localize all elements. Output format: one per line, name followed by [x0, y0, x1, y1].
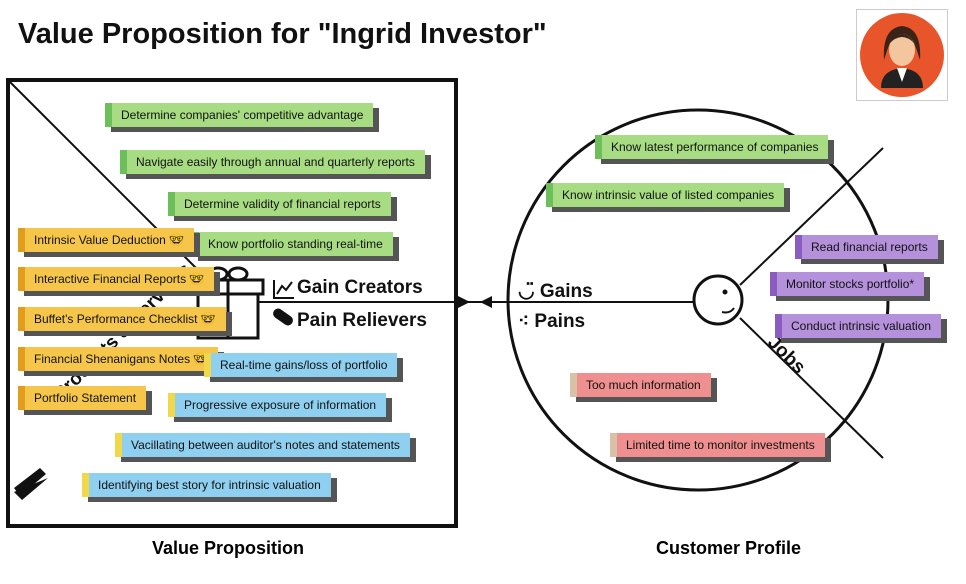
note-tab [610, 433, 617, 457]
note-tab [115, 433, 122, 457]
sticky-note: Too much information [570, 373, 711, 397]
gains-label: ◡̈ Gains [518, 281, 593, 302]
note-tab [168, 393, 175, 417]
customer-circle [506, 108, 890, 492]
note-text: Know portfolio standing real-time [208, 237, 383, 251]
note-text: Identifying best story for intrinsic val… [98, 478, 321, 492]
note-text: Buffet's Performance Checklist 🤓 [34, 312, 216, 326]
note-text: Conduct intrinsic valuation [791, 319, 932, 333]
page-title: Value Proposition for "Ingrid Investor" [18, 18, 547, 50]
pains-label: ⁖ Pains [518, 311, 586, 332]
footer-label: Value Proposition [152, 538, 305, 558]
customer-face [692, 274, 744, 326]
note-tab [204, 353, 211, 377]
sticky-note: Read financial reports [795, 235, 938, 259]
note-tab [795, 235, 802, 259]
sticky-note: Navigate easily through annual and quart… [120, 150, 425, 174]
note-tab [192, 232, 199, 256]
chart-icon [273, 280, 294, 299]
note-tab [18, 386, 25, 410]
sticky-note: Progressive exposure of information [168, 393, 387, 417]
note-text: Progressive exposure of information [184, 398, 377, 412]
sticky-note: Know latest performance of companies [595, 135, 829, 159]
note-tab [18, 228, 25, 252]
avatar [856, 9, 948, 101]
note-tab [546, 183, 553, 207]
note-tab [18, 267, 25, 291]
sticky-note: Identifying best story for intrinsic val… [82, 473, 331, 497]
pill-icon [273, 308, 293, 326]
note-text: Read financial reports [811, 240, 928, 254]
note-text: Determine validity of financial reports [184, 197, 381, 211]
sticky-note: Conduct intrinsic valuation [775, 314, 942, 338]
sticky-note: Determine validity of financial reports [168, 192, 391, 216]
footer-label: Customer Profile [656, 538, 802, 558]
note-tab [105, 103, 112, 127]
arrow-head [458, 296, 470, 308]
note-tab [82, 473, 89, 497]
gain-creators-label: Gain Creators [297, 277, 423, 298]
sticky-note: Monitor stocks portfolio* [770, 272, 925, 296]
book-icon [14, 468, 48, 500]
sticky-note: Determine companies' competitive advanta… [105, 103, 374, 127]
note-tab [775, 314, 782, 338]
note-text: Know intrinsic value of listed companies [562, 188, 775, 202]
note-text: Too much information [586, 378, 701, 392]
note-text: Real-time gains/loss of portfolio [220, 358, 388, 372]
note-text: Portfolio Statement [34, 391, 137, 405]
sticky-note: Limited time to monitor investments [610, 433, 825, 457]
note-tab [168, 192, 175, 216]
note-text: Know latest performance of companies [611, 140, 819, 154]
note-tab [770, 272, 777, 296]
note-text: Intrinsic Value Deduction 🤓 [34, 233, 185, 247]
note-text: Determine companies' competitive advanta… [121, 108, 364, 122]
gains-text: Gains [539, 281, 593, 302]
note-text: Monitor stocks portfolio* [786, 277, 915, 291]
note-text: Limited time to monitor investments [626, 438, 815, 452]
note-tab [18, 307, 25, 331]
sticky-note: Portfolio Statement [18, 386, 147, 410]
arrow-head [480, 296, 492, 308]
note-text: Vacillating between auditor's notes and … [131, 438, 400, 452]
note-tab [120, 150, 127, 174]
sticky-note: Know portfolio standing real-time [192, 232, 393, 256]
note-tab [18, 347, 25, 371]
sticky-note: Know intrinsic value of listed companies [546, 183, 785, 207]
note-text: Interactive Financial Reports 🤓 [34, 272, 205, 286]
note-tab [570, 373, 577, 397]
sticky-note: Vacillating between auditor's notes and … [115, 433, 410, 457]
sticky-note: Buffet's Performance Checklist 🤓 [18, 307, 226, 331]
sticky-note: Financial Shenanigans Notes 🤓 [18, 347, 219, 371]
note-text: Navigate easily through annual and quart… [136, 155, 415, 169]
divider [739, 147, 884, 286]
pains-text: Pains [534, 311, 586, 332]
note-tab [595, 135, 602, 159]
sticky-note: Real-time gains/loss of portfolio [204, 353, 398, 377]
note-text: Financial Shenanigans Notes 🤓 [34, 352, 209, 366]
sticky-note: Interactive Financial Reports 🤓 [18, 267, 215, 291]
divider [739, 317, 884, 459]
avatar-image [860, 13, 944, 97]
pain-relievers-label: Pain Relievers [297, 310, 427, 331]
sticky-note: Intrinsic Value Deduction 🤓 [18, 228, 195, 252]
